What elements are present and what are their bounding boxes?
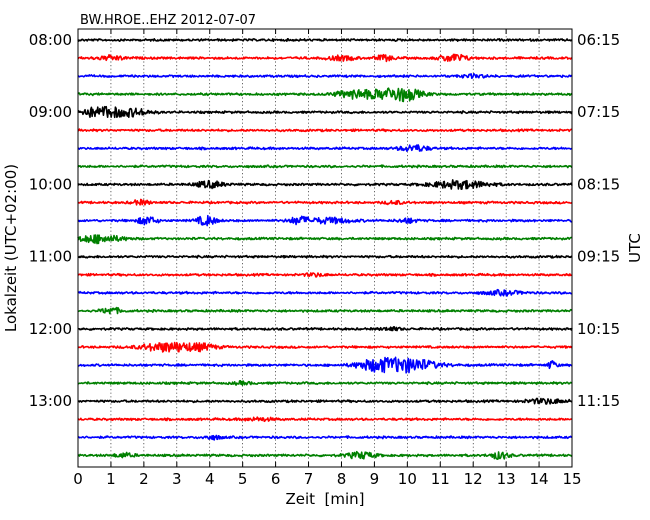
- right-axis-ticks: 06:15 07:15 08:15 09:15 10:15 11:15: [567, 31, 620, 410]
- plot-frame: [77, 28, 573, 468]
- trace-group: [77, 37, 573, 460]
- x-tick-label: 6: [271, 470, 281, 488]
- right-tick-label: 11:15: [577, 392, 620, 410]
- x-tick-label: 13: [497, 470, 516, 488]
- right-tick-label: 10:15: [577, 320, 620, 338]
- chart-title: BW.HROE..EHZ 2012-07-07: [80, 13, 256, 28]
- left-tick-label: 08:00: [29, 31, 72, 49]
- left-tick-label: 11:00: [29, 248, 72, 266]
- right-tick-label: 09:15: [577, 248, 620, 266]
- x-tick-label: 14: [530, 470, 549, 488]
- trace-1300: [77, 397, 573, 405]
- right-tick-label: 08:15: [577, 175, 620, 193]
- trace-0945: [77, 164, 573, 169]
- x-tick-label: 9: [370, 470, 380, 488]
- right-axis-label: UTC: [626, 233, 644, 263]
- trace-1230: [77, 356, 573, 374]
- x-axis-ticks: 0 1 2 3 4 5 6 7 8 9 10 11 12 13 14 15: [73, 29, 582, 488]
- right-tick-label: 06:15: [577, 31, 620, 49]
- trace-0815: [77, 53, 573, 63]
- left-tick-label: 09:00: [29, 103, 72, 121]
- left-axis-ticks: 08:00 09:00 10:00 11:00 12:00 13:00: [29, 31, 83, 410]
- trace-1215: [77, 341, 573, 353]
- x-tick-label: 15: [562, 470, 581, 488]
- x-tick-label: 3: [172, 470, 182, 488]
- trace-1345: [77, 450, 573, 460]
- x-tick-label: 8: [337, 470, 347, 488]
- trace-0900: [77, 105, 573, 119]
- x-tick-label: 7: [304, 470, 314, 488]
- left-axis-label: Lokalzeit (UTC+02:00): [2, 164, 20, 332]
- trace-1045: [77, 234, 573, 245]
- trace-1130: [77, 288, 573, 297]
- trace-1030: [77, 214, 573, 227]
- left-tick-label: 13:00: [29, 392, 72, 410]
- left-tick-label: 10:00: [29, 175, 72, 193]
- x-axis-label: Zeit [min]: [285, 490, 364, 508]
- right-tick-label: 07:15: [577, 103, 620, 121]
- x-tick-label: 2: [139, 470, 149, 488]
- x-gridlines: [110, 29, 540, 467]
- x-tick-label: 5: [238, 470, 248, 488]
- x-tick-label: 1: [106, 470, 116, 488]
- trace-1100: [77, 254, 573, 259]
- trace-1000: [77, 179, 573, 190]
- trace-1145: [77, 306, 573, 315]
- x-tick-label: 4: [205, 470, 215, 488]
- trace-1330: [77, 434, 573, 441]
- trace-1115: [77, 272, 573, 278]
- trace-0930: [77, 144, 573, 152]
- x-tick-label: 11: [431, 470, 450, 488]
- trace-1245: [77, 380, 573, 386]
- x-tick-label: 0: [73, 470, 83, 488]
- trace-1315: [77, 416, 573, 423]
- trace-0800: [77, 37, 573, 43]
- left-tick-label: 12:00: [29, 320, 72, 338]
- x-tick-label: 12: [464, 470, 483, 488]
- trace-0845: [77, 87, 573, 103]
- trace-0830: [77, 72, 573, 80]
- x-tick-label: 10: [398, 470, 417, 488]
- trace-1200: [77, 325, 573, 332]
- trace-1015: [77, 198, 573, 206]
- trace-0915: [77, 128, 573, 133]
